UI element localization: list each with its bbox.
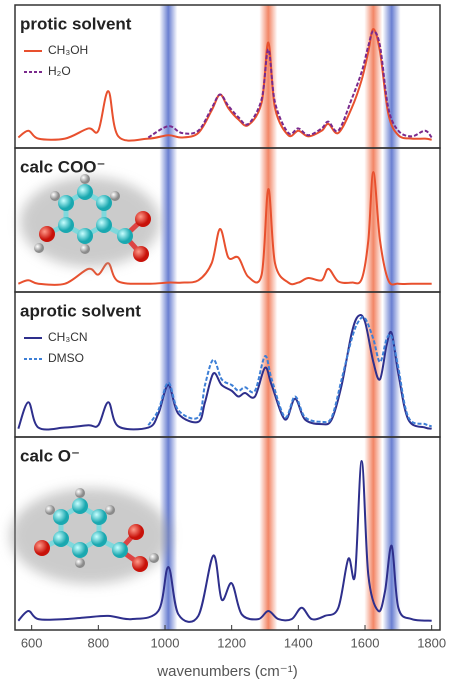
legend-label: CH₃OH bbox=[48, 43, 88, 57]
legend-label: DMSO bbox=[48, 351, 84, 365]
panel-title: aprotic solvent bbox=[20, 301, 141, 320]
legend-label: H₂O bbox=[48, 64, 71, 78]
x-tick-label: 600 bbox=[21, 635, 43, 650]
x-tick-label: 1800 bbox=[417, 635, 446, 650]
x-axis-label: wavenumbers (cm⁻¹) bbox=[156, 663, 297, 680]
molecule-coo bbox=[20, 174, 160, 267]
x-tick-label: 1000 bbox=[151, 635, 180, 650]
panel-title: calc COO⁻ bbox=[20, 157, 106, 176]
highlight-band bbox=[364, 5, 382, 630]
bands bbox=[159, 5, 400, 630]
x-tick-label: 800 bbox=[87, 635, 109, 650]
x-tick-label: 1200 bbox=[217, 635, 246, 650]
panel-title: calc O⁻ bbox=[20, 446, 80, 465]
panel-title: protic solvent bbox=[20, 14, 132, 33]
chart: CH₃OH H₂O protic solvent calc COO⁻ CH₃CN DMSO… bbox=[0, 0, 455, 690]
x-tick-label: 1600 bbox=[351, 635, 380, 650]
x-tick-label: 1400 bbox=[284, 635, 313, 650]
molecule-o bbox=[10, 488, 170, 584]
legend-label: CH₃CN bbox=[48, 330, 88, 344]
